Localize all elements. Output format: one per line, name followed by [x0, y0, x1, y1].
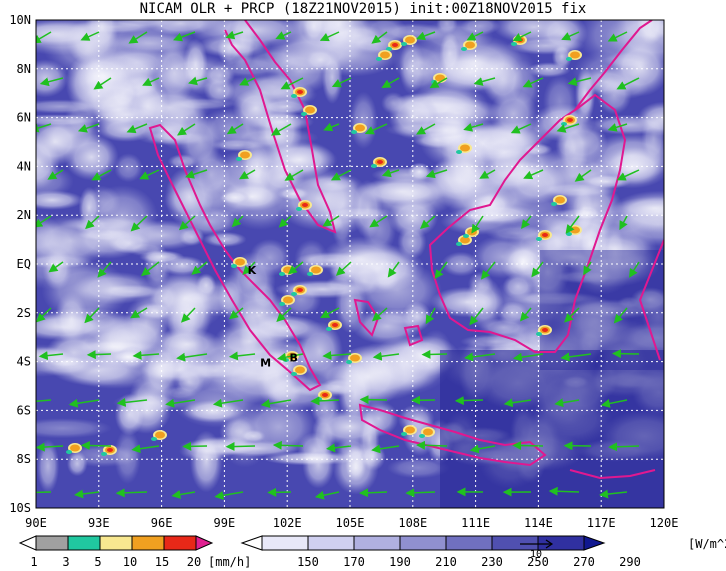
lon-tick-label: 90E — [25, 516, 47, 530]
lon-tick-label: 111E — [461, 516, 490, 530]
precip-colorbar-swatch — [35, 535, 69, 551]
lat-tick-label: 4N — [17, 159, 31, 173]
lat-tick-label: 6S — [17, 403, 31, 417]
coastline-lesser-sunda — [569, 469, 656, 480]
place-marker-m: M — [260, 357, 271, 370]
lat-tick-label: 8S — [17, 452, 31, 466]
coastline-layer — [148, 20, 664, 480]
olr-colorbar-label: 210 — [435, 555, 457, 569]
lat-tick-label: 2N — [17, 208, 31, 222]
olr-colorbar-label: 250 — [527, 555, 549, 569]
lon-tick-label: 105E — [336, 516, 365, 530]
olr-colorbar-swatch — [445, 535, 493, 551]
precip-colorbar-label: 5 — [94, 555, 101, 569]
precip-colorbar-label: 10 — [123, 555, 137, 569]
olr-colorbar-high-arrow — [583, 535, 606, 551]
reference-vector-label: 10 — [530, 549, 542, 560]
precip-colorbar-label: 15 — [155, 555, 169, 569]
coastline-java — [358, 403, 547, 467]
olr-colorbar-label: 170 — [343, 555, 365, 569]
place-markers: K M B — [248, 264, 298, 370]
coastline-sumatra — [148, 123, 322, 392]
coastline-borneo — [428, 93, 627, 353]
lat-tick-label: 8N — [17, 62, 31, 76]
precip-colorbar: 1 3 5 10 15 20 [mm/h] — [18, 535, 251, 569]
lat-tick-label: 10N — [9, 13, 31, 27]
coastline-bangka — [353, 298, 380, 337]
lon-tick-labels: 90E 93E 96E 99E 102E 105E 108E 111E 114E 117E 120E — [25, 516, 678, 530]
coastline-palawan — [574, 20, 653, 111]
lat-tick-label: EQ — [17, 257, 31, 271]
olr-colorbar: 150 170 190 210 230 250 270 290 10 [W/m^2] — [240, 535, 726, 569]
precip-colorbar-swatch — [67, 535, 101, 551]
wind-vector-layer — [36, 30, 640, 500]
precip-colorbar-unit: [mm/h] — [208, 555, 251, 569]
precip-colorbar-swatch — [131, 535, 165, 551]
olr-colorbar-label: 290 — [619, 555, 641, 569]
olr-colorbar-swatch — [399, 535, 447, 551]
precip-layer — [66, 35, 582, 456]
precip-colorbar-label: 1 — [30, 555, 37, 569]
olr-colorbar-label: 230 — [481, 555, 503, 569]
lat-tick-label: 4S — [17, 355, 31, 369]
lat-tick-label: 6N — [17, 111, 31, 125]
precip-colorbar-swatch — [99, 535, 133, 551]
olr-colorbar-label: 270 — [573, 555, 595, 569]
olr-colorbar-swatch — [537, 535, 585, 551]
precip-colorbar-label: 3 — [62, 555, 69, 569]
place-marker-b: B — [289, 352, 297, 365]
lat-lon-grid — [36, 20, 664, 508]
lat-tick-label: 2S — [17, 306, 31, 320]
lon-tick-label: 102E — [273, 516, 302, 530]
olr-colorbar-label: 150 — [297, 555, 319, 569]
olr-colorbar-swatch — [491, 535, 539, 551]
precip-colorbar-label: 20 — [187, 555, 201, 569]
coastline-belitung — [403, 324, 424, 347]
lon-tick-label: 108E — [398, 516, 427, 530]
precip-colorbar-low-arrow — [18, 535, 37, 551]
olr-colorbar-low-arrow — [240, 535, 263, 551]
olr-colorbar-unit: [W/m^2] — [688, 537, 726, 551]
map-title: NICAM OLR + PRCP (18Z21NOV2015) init:00Z… — [139, 1, 587, 17]
place-marker-k: K — [248, 264, 257, 277]
lon-tick-label: 117E — [587, 516, 616, 530]
olr-colorbar-label: 190 — [389, 555, 411, 569]
precip-colorbar-high-arrow — [195, 535, 214, 551]
olr-colorbar-swatch — [261, 535, 309, 551]
olr-colorbar-swatch — [307, 535, 355, 551]
lon-tick-label: 120E — [650, 516, 679, 530]
cloud-layer — [36, 20, 664, 508]
plot-frame — [35, 19, 665, 509]
lat-tick-labels: 10N 8N 6N 4N 2N EQ 2S 4S 6S 8S 10S — [9, 13, 31, 515]
coastline-malay-peninsula — [224, 20, 337, 234]
precip-colorbar-swatch — [163, 535, 197, 551]
lon-tick-label: 99E — [214, 516, 236, 530]
coastline-sulawesi — [638, 239, 664, 361]
lon-tick-label: 93E — [88, 516, 110, 530]
lon-tick-label: 96E — [151, 516, 173, 530]
olr-colorbar-swatch — [353, 535, 401, 551]
lat-tick-label: 10S — [9, 501, 31, 515]
lon-tick-label: 114E — [524, 516, 553, 530]
